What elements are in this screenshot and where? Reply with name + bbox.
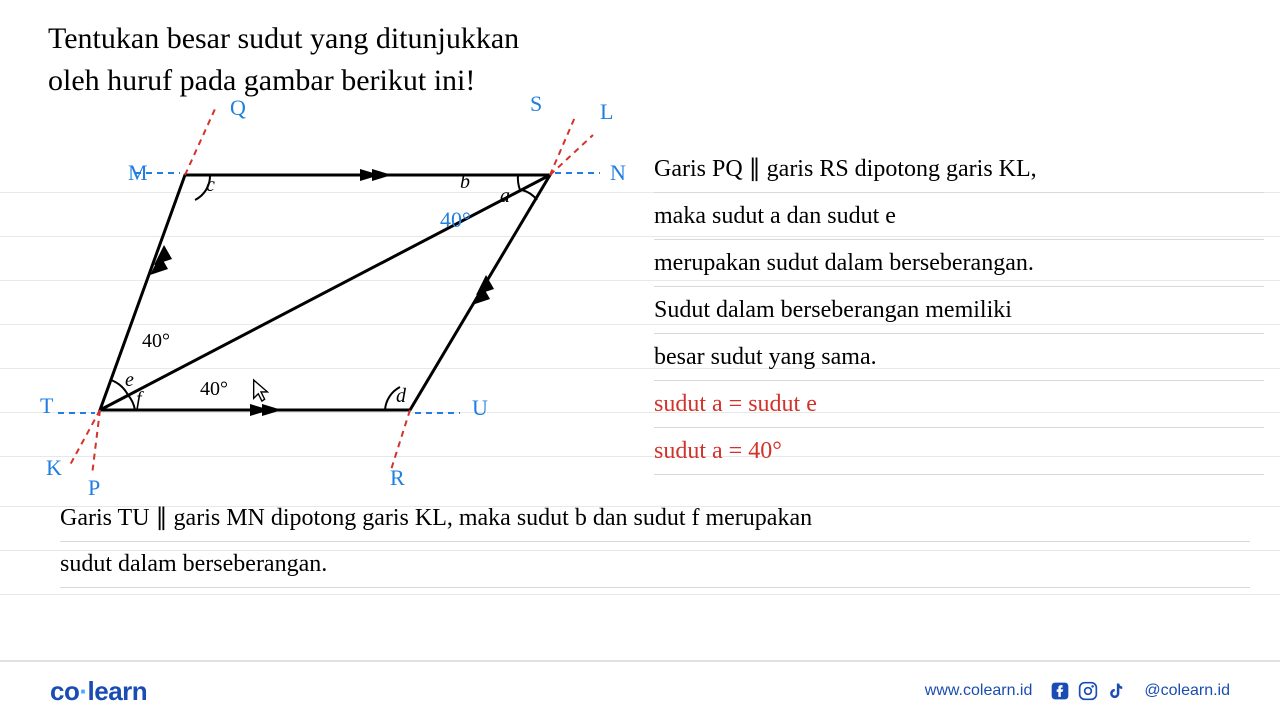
label-S: S (530, 91, 542, 117)
footer-handle[interactable]: @colearn.id (1144, 682, 1230, 700)
note-line-1: Garis PQ ∥ garis RS dipotong garis KL, (654, 148, 1264, 193)
label-b: b (460, 171, 470, 194)
label-d: d (396, 385, 406, 408)
label-K: K (46, 455, 62, 481)
instagram-icon[interactable] (1078, 681, 1098, 701)
bottom-note-1: Garis TU ∥ garis MN dipotong garis KL, m… (60, 498, 1250, 542)
question-line1: Tentukan besar sudut yang ditunjukkan (48, 18, 519, 60)
note-line-4: Sudut dalam berseberangan memiliki (654, 289, 1264, 334)
label-c: c (206, 174, 215, 197)
label-f: f (136, 388, 142, 411)
label-M: M (128, 160, 148, 186)
footer: co·learn www.colearn.id @colearn.id (0, 660, 1280, 720)
label-T: T (40, 393, 53, 419)
bottom-notes: Garis TU ∥ garis MN dipotong garis KL, m… (60, 498, 1250, 590)
label-Q: Q (230, 95, 246, 121)
note-red-1: sudut a = sudut e (654, 383, 1264, 428)
cursor-icon (250, 377, 272, 405)
label-angle-40-blue: 40° (440, 207, 471, 233)
note-red-2: sudut a = 40° (654, 430, 1264, 475)
label-e: e (125, 369, 134, 392)
label-U: U (472, 395, 488, 421)
footer-right: www.colearn.id @colearn.id (925, 681, 1230, 701)
label-R: R (390, 465, 405, 491)
diagram-svg (40, 95, 640, 495)
bottom-note-2: sudut dalam berseberangan. (60, 544, 1250, 588)
facebook-icon[interactable] (1050, 681, 1070, 701)
note-line-5: besar sudut yang sama. (654, 336, 1264, 381)
logo-dot: · (79, 676, 87, 706)
parallelogram-diagram: M N Q S L T U K P R 40° c b a d e f 40° … (40, 95, 640, 495)
logo-co: co (50, 676, 79, 706)
logo-learn: learn (88, 676, 148, 706)
colearn-logo: co·learn (50, 676, 147, 707)
tiktok-icon[interactable] (1106, 681, 1126, 701)
question-text: Tentukan besar sudut yang ditunjukkan ol… (48, 18, 519, 102)
label-N: N (610, 160, 626, 186)
label-angle-40-2: 40° (200, 378, 228, 401)
label-a: a (500, 185, 510, 208)
note-line-2: maka sudut a dan sudut e (654, 195, 1264, 240)
handwritten-notes: Garis PQ ∥ garis RS dipotong garis KL, m… (654, 148, 1264, 477)
footer-url[interactable]: www.colearn.id (925, 682, 1033, 700)
label-angle-40-1: 40° (142, 330, 170, 353)
label-L: L (600, 99, 613, 125)
note-line-3: merupakan sudut dalam berseberangan. (654, 242, 1264, 287)
social-icons (1050, 681, 1126, 701)
